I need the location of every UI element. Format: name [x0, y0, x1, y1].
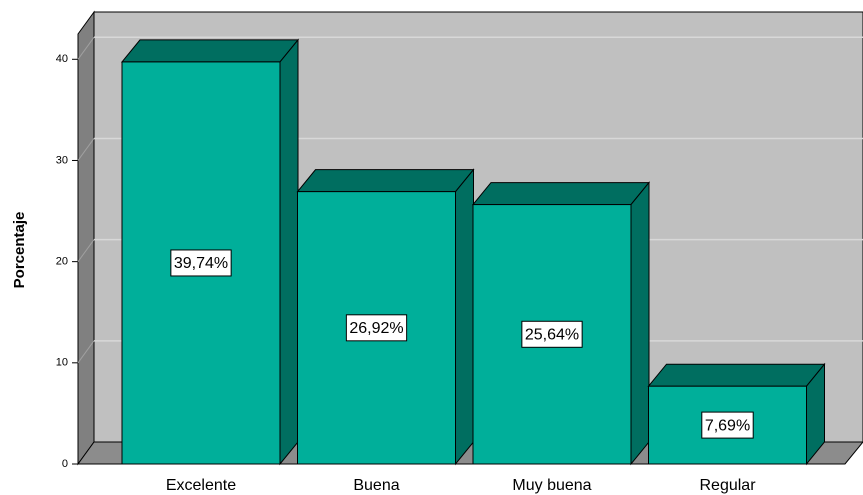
value-label: 25,64% [525, 327, 579, 344]
bar-side [630, 181, 650, 466]
y-tick-label: 20 [56, 256, 68, 268]
value-label: 39,74% [174, 255, 228, 272]
value-label-box [701, 411, 754, 439]
y-tick-label: 10 [56, 357, 68, 369]
left-wall [77, 10, 95, 466]
value-label-box [521, 320, 583, 348]
y-tick-label: 30 [56, 154, 68, 166]
grid-line [77, 138, 95, 161]
bar-side [279, 38, 299, 466]
y-axis-label: Porcentaje [11, 212, 28, 289]
bar-top [471, 182, 651, 206]
grid-line [77, 340, 95, 364]
bar-top [296, 169, 475, 193]
value-label: 7,69% [705, 417, 750, 434]
value-label: 26,92% [349, 320, 403, 337]
y-tick-label: 40 [56, 53, 68, 65]
grid-line [77, 37, 95, 60]
value-label-box [345, 314, 408, 342]
bar-side [455, 168, 474, 466]
x-tick-label: Buena [353, 477, 399, 494]
x-tick-label: Regular [699, 477, 756, 494]
bar [647, 362, 826, 466]
bar-top [647, 363, 826, 387]
grid-line [77, 239, 95, 262]
x-tick-label: Excelente [166, 477, 236, 494]
bar-top [120, 39, 300, 63]
x-tick-label: Muy buena [512, 477, 591, 494]
y-tick-label: 0 [62, 458, 68, 470]
value-label-box [170, 249, 232, 277]
